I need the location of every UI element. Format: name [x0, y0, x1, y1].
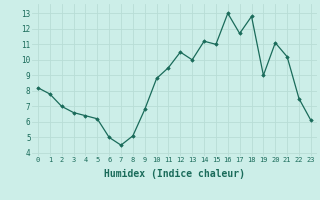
X-axis label: Humidex (Indice chaleur): Humidex (Indice chaleur) [104, 169, 245, 179]
